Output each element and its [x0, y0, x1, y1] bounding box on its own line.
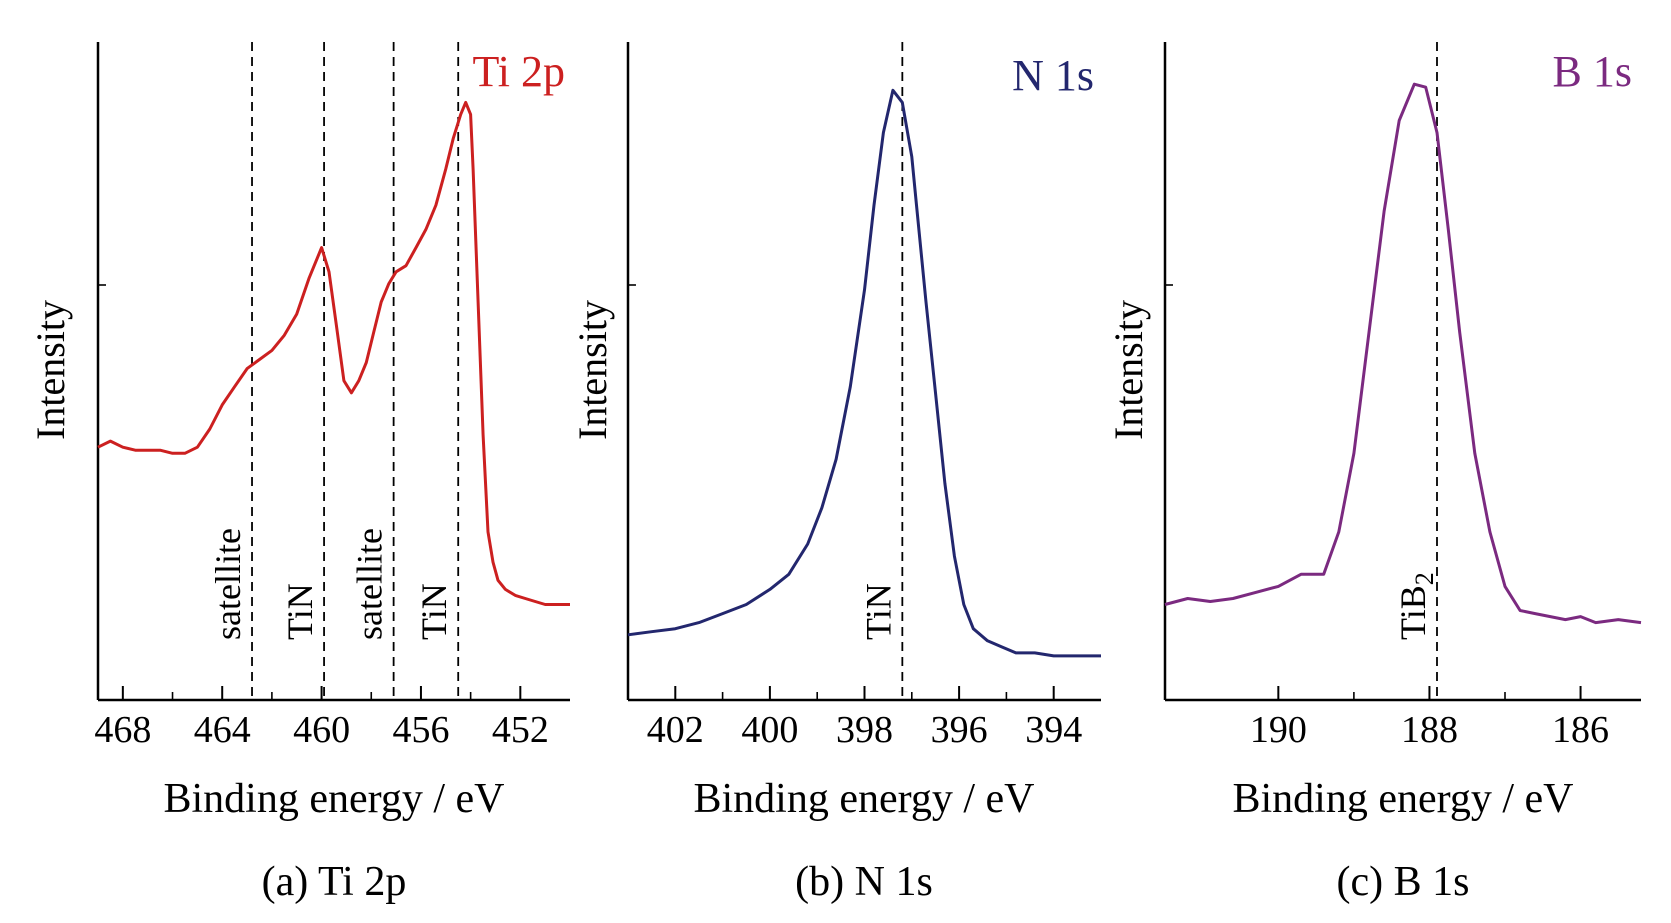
chart-title: Ti 2p — [472, 47, 565, 96]
reference-line-label-subscript: 2 — [1410, 572, 1439, 585]
spectrum-line — [97, 100, 570, 606]
x-tick-label: 394 — [1025, 709, 1082, 751]
chart-panel-2: 402 400 398 396 394 TiN N 1s Intensity Binding e… — [570, 42, 1101, 905]
reference-line-label: TiN — [414, 583, 454, 640]
x-tick-label: 400 — [741, 709, 798, 751]
spectrum-line — [627, 88, 1101, 658]
x-tick-label: 460 — [293, 709, 350, 751]
panel-caption: (c) B 1s — [1337, 859, 1470, 905]
reference-line-label: TiN — [858, 583, 898, 640]
reference-line-label: satellite — [350, 528, 390, 640]
reference-line-label: TiB2 — [1393, 572, 1439, 640]
chart-title: B 1s — [1553, 47, 1632, 96]
chart-panel-1: 468 464 460 456 452 satellite TiN satellite TiN T… — [28, 42, 570, 905]
y-axis-label: Intensity — [28, 300, 73, 440]
x-tick-label: 464 — [194, 709, 251, 751]
y-axis-label: Intensity — [570, 300, 615, 440]
reference-line-label: satellite — [208, 528, 248, 640]
reference-line-label: TiN — [280, 583, 320, 640]
chart-title: N 1s — [1012, 51, 1094, 100]
x-tick-label: 186 — [1552, 709, 1609, 751]
x-tick-label: 452 — [492, 709, 549, 751]
x-tick-label: 398 — [836, 709, 893, 751]
x-axis-label: Binding energy / eV — [693, 776, 1034, 822]
panel-caption: (a) Ti 2p — [262, 859, 407, 905]
panels-group: 468 464 460 456 452 satellite TiN satellite TiN T… — [28, 42, 1642, 905]
x-tick-label: 188 — [1401, 709, 1458, 751]
x-tick-label: 468 — [94, 709, 151, 751]
x-axis-label: Binding energy / eV — [163, 776, 504, 822]
chart-panel-3: 190 188 186 TiB2 B 1s Intensity Binding energy… — [1106, 42, 1642, 905]
x-tick-label: 190 — [1250, 709, 1307, 751]
spectrum-line — [1164, 82, 1642, 625]
panel-caption: (b) N 1s — [795, 859, 933, 905]
x-tick-label: 396 — [931, 709, 988, 751]
y-axis-label: Intensity — [1106, 300, 1151, 440]
x-tick-label: 402 — [647, 709, 704, 751]
x-tick-label: 456 — [392, 709, 449, 751]
x-axis-label: Binding energy / eV — [1232, 776, 1573, 822]
